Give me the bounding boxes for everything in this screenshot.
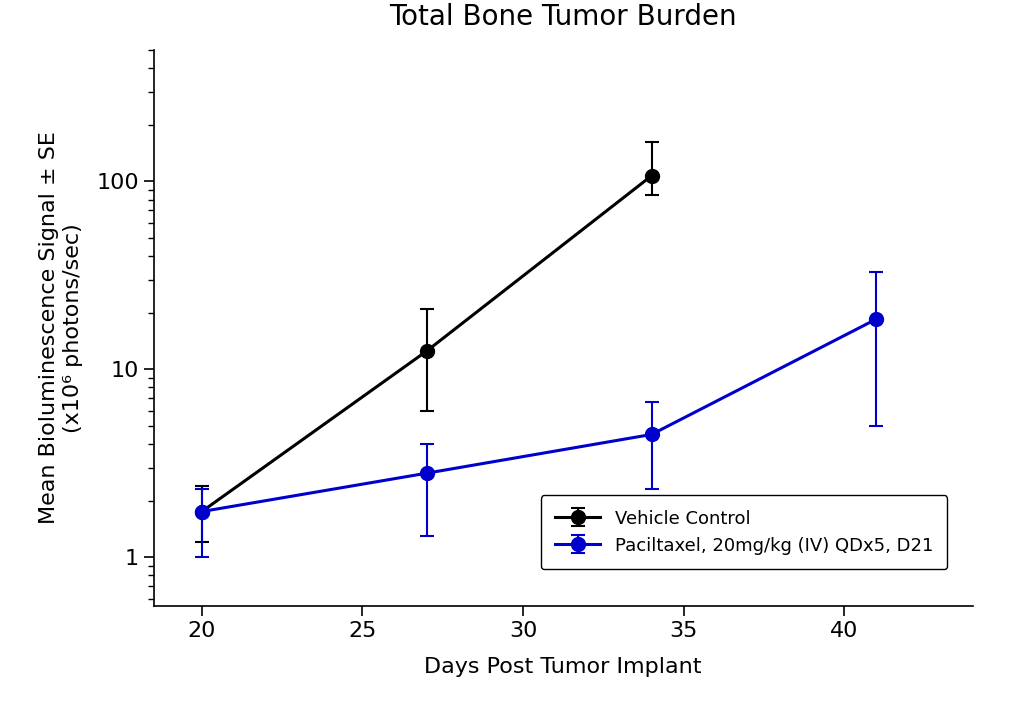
Legend: Vehicle Control, Paciltaxel, 20mg/kg (IV) QDx5, D21: Vehicle Control, Paciltaxel, 20mg/kg (IV… xyxy=(541,496,947,569)
Title: Total Bone Tumor Burden: Total Bone Tumor Burden xyxy=(389,3,737,31)
Y-axis label: Mean Bioluminescence Signal ± SE
(x10⁶ photons/sec): Mean Bioluminescence Signal ± SE (x10⁶ p… xyxy=(39,131,83,525)
X-axis label: Days Post Tumor Implant: Days Post Tumor Implant xyxy=(425,657,701,677)
